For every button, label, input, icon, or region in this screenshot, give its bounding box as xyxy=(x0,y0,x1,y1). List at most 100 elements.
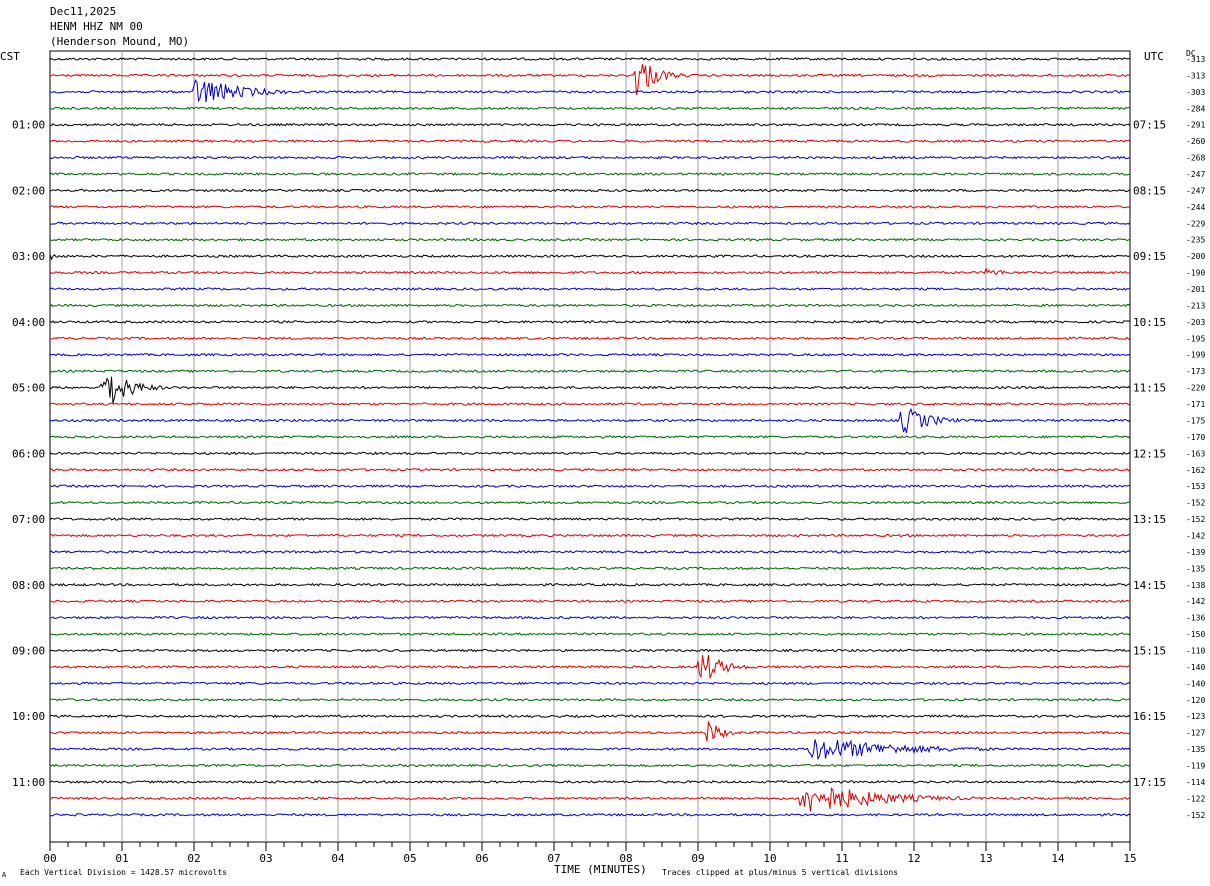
x-tick-label: 04 xyxy=(331,852,345,865)
seismic-trace xyxy=(49,451,1131,456)
cst-hour-label: 03:00 xyxy=(12,250,45,263)
corner-mark: А xyxy=(2,871,7,879)
seismic-trace xyxy=(49,721,1131,742)
left-timezone-label: CST xyxy=(0,50,20,63)
dc-offset-label: -173 xyxy=(1186,367,1205,376)
dc-offset-label: -152 xyxy=(1186,811,1205,820)
x-tick-label: 00 xyxy=(43,852,56,865)
x-tick-label: 14 xyxy=(1051,852,1065,865)
dc-offset-label: -139 xyxy=(1186,548,1205,557)
dc-offset-label: -127 xyxy=(1186,729,1205,738)
plot-frame xyxy=(49,50,1131,843)
seismic-trace xyxy=(49,697,1131,702)
utc-hour-label: 12:15 xyxy=(1133,447,1166,460)
seismic-trace xyxy=(49,172,1131,176)
utc-hour-label: 16:15 xyxy=(1133,710,1166,723)
seismic-trace xyxy=(49,517,1131,522)
seismic-trace xyxy=(49,582,1131,587)
header-date: Dec11,2025 xyxy=(50,5,117,18)
dc-offset-label: -229 xyxy=(1186,219,1205,228)
utc-hour-label: 09:15 xyxy=(1133,250,1166,263)
seismic-trace xyxy=(49,500,1131,505)
x-tick-label: 15 xyxy=(1123,852,1136,865)
dc-offset-label: -123 xyxy=(1186,712,1205,721)
dc-offset-label: -195 xyxy=(1186,334,1205,343)
seismic-trace xyxy=(49,155,1131,160)
seismic-trace xyxy=(49,407,1131,434)
seismic-trace xyxy=(49,648,1131,653)
scale-note: Each Vertical Division = 1428.57 microvo… xyxy=(20,868,228,877)
dc-offset-label: -152 xyxy=(1186,515,1205,524)
dc-offset-label: -138 xyxy=(1186,581,1205,590)
dc-offset-label: -213 xyxy=(1186,301,1205,310)
dc-offset-label: -313 xyxy=(1186,55,1205,64)
dc-offset-label: -171 xyxy=(1186,400,1205,409)
seismic-trace xyxy=(49,780,1131,784)
utc-hour-label: 11:15 xyxy=(1133,382,1166,395)
dc-header-label: DC xyxy=(1186,49,1196,58)
clip-note: Traces clipped at plus/minus 5 vertical … xyxy=(662,868,899,877)
seismic-trace xyxy=(49,435,1131,439)
dc-offset-label: -152 xyxy=(1186,499,1205,508)
dc-offset-label: -140 xyxy=(1186,679,1205,688)
cst-hour-label: 09:00 xyxy=(12,644,45,657)
seismic-trace xyxy=(49,681,1131,686)
seismic-trace xyxy=(49,267,1131,276)
utc-hour-label: 10:15 xyxy=(1133,316,1166,329)
seismic-trace xyxy=(49,336,1131,341)
seismic-trace xyxy=(49,550,1131,554)
dc-offset-label: -135 xyxy=(1186,745,1205,754)
dc-offset-label: -153 xyxy=(1186,482,1205,491)
dc-offset-label: -200 xyxy=(1186,252,1205,261)
seismic-trace xyxy=(49,787,1131,812)
x-tick-label: 02 xyxy=(187,852,200,865)
seismic-trace xyxy=(49,122,1131,127)
cst-hour-label: 11:00 xyxy=(12,776,45,789)
dc-offset-label: -247 xyxy=(1186,186,1205,195)
right-timezone-label: UTC xyxy=(1144,50,1164,63)
seismic-trace xyxy=(49,376,1131,404)
seismic-trace xyxy=(49,221,1131,226)
seismic-trace xyxy=(49,287,1131,291)
dc-offset-label: -110 xyxy=(1186,646,1205,655)
dc-offset-label: -190 xyxy=(1186,269,1205,278)
dc-offset-label: -260 xyxy=(1186,137,1205,146)
cst-hour-label: 06:00 xyxy=(12,447,45,460)
cst-hour-label: 10:00 xyxy=(12,710,45,723)
dc-offset-label: -162 xyxy=(1186,466,1205,475)
dc-offset-label: -268 xyxy=(1186,154,1205,163)
seismic-trace xyxy=(49,566,1131,571)
seismic-trace xyxy=(49,402,1131,406)
x-tick-label: 10 xyxy=(763,852,776,865)
x-tick-label: 11 xyxy=(835,852,848,865)
dc-offset-label: -247 xyxy=(1186,170,1205,179)
dc-offset-label: -114 xyxy=(1186,778,1205,787)
dc-offset-label: -119 xyxy=(1186,761,1205,770)
utc-hour-label: 14:15 xyxy=(1133,579,1166,592)
dc-offset-label: -142 xyxy=(1186,597,1205,606)
seismic-trace xyxy=(49,467,1131,472)
utc-hour-label: 15:15 xyxy=(1133,644,1166,657)
x-tick-label: 08 xyxy=(619,852,632,865)
seismic-trace xyxy=(49,57,1131,61)
dc-offset-label: -163 xyxy=(1186,449,1205,458)
dc-offset-label: -170 xyxy=(1186,433,1205,442)
dc-offset-label: -303 xyxy=(1186,88,1205,97)
dc-offset-label: -120 xyxy=(1186,696,1205,705)
seismic-trace xyxy=(49,484,1131,489)
seismic-trace xyxy=(49,599,1131,604)
seismic-trace xyxy=(49,64,1131,95)
dc-offset-label: -199 xyxy=(1186,351,1205,360)
dc-offset-label: -136 xyxy=(1186,614,1205,623)
x-tick-label: 01 xyxy=(115,852,128,865)
header-station: HENM HHZ NM 00 xyxy=(50,20,143,33)
dc-offset-label: -135 xyxy=(1186,564,1205,573)
x-tick-label: 09 xyxy=(691,852,704,865)
utc-hour-label: 13:15 xyxy=(1133,513,1166,526)
seismic-trace xyxy=(49,533,1131,538)
x-tick-label: 05 xyxy=(403,852,416,865)
x-tick-label: 12 xyxy=(907,852,920,865)
x-tick-label: 13 xyxy=(979,852,992,865)
seismic-trace xyxy=(49,237,1131,242)
cst-hour-label: 02:00 xyxy=(12,184,45,197)
